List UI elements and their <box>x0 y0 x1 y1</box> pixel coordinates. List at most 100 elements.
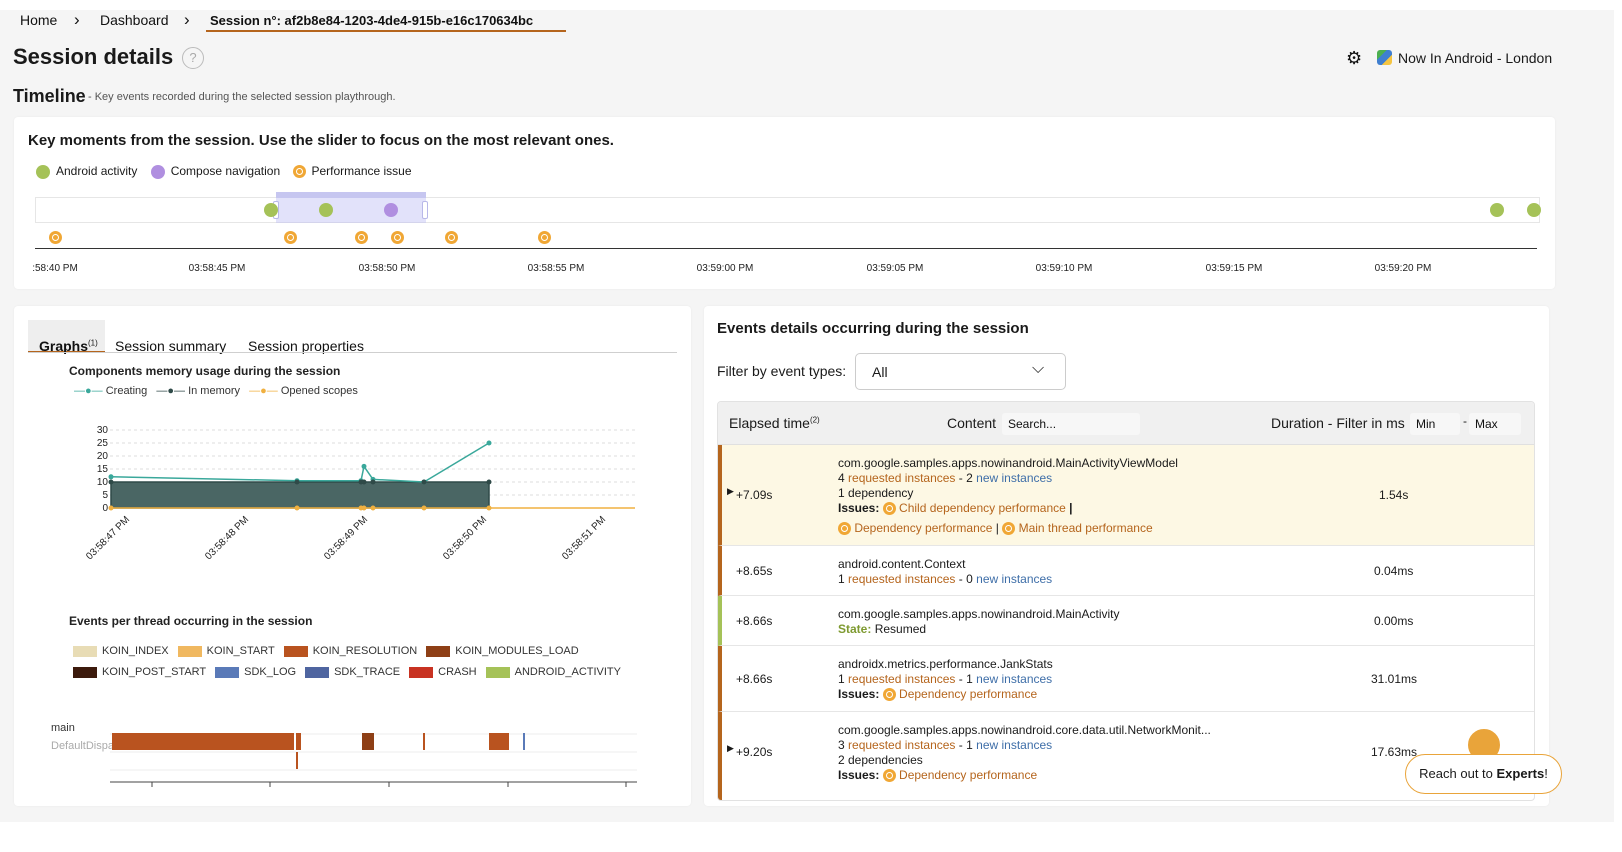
memory-chart: 30 25 20 15 10 5 003:58:47 PM 03:58:48 PM 03:58:… <box>84 425 635 562</box>
chevron-right-icon: › <box>74 10 80 29</box>
tab-session-properties[interactable]: Session properties <box>248 338 364 354</box>
new-instances-link[interactable]: new instances <box>976 471 1053 485</box>
creating-line <box>110 442 490 483</box>
performance-issue-icon[interactable] <box>538 231 552 245</box>
thread-legend-item: KOIN_START <box>177 642 275 661</box>
timeline-tick-label: 03:59:20 PM <box>1374 263 1432 274</box>
new-count: 0 <box>966 572 973 586</box>
timeline-slider-selection[interactable] <box>276 192 426 223</box>
row-content: com.google.samples.apps.nowinandroid.Mai… <box>838 607 1119 637</box>
new-count: 1 <box>966 672 973 686</box>
table-row[interactable] <box>718 596 1534 646</box>
help-icon[interactable]: ? <box>182 47 204 69</box>
col-elapsed[interactable]: Elapsed time(2) <box>729 415 820 431</box>
thread-label-main: main <box>51 722 75 734</box>
experts-strong: Experts <box>1496 766 1545 781</box>
issue-link[interactable]: Main thread performance <box>1018 521 1153 535</box>
performance-issue-icon[interactable] <box>284 231 298 245</box>
slider-handle-right[interactable] <box>422 201 428 219</box>
row-elapsed: +8.65s <box>736 564 773 578</box>
event-type-select[interactable]: All ⌵ <box>855 353 1066 390</box>
row-duration: 31.01ms <box>1371 672 1418 686</box>
events-table: Elapsed time(2) Content Search... Durati… <box>717 401 1535 801</box>
timeline-track[interactable] <box>35 197 1540 223</box>
legend-opened-scopes: Opened scopes <box>280 385 358 397</box>
state-value: Resumed <box>874 622 927 636</box>
app-name[interactable]: Now In Android - London <box>1398 50 1553 66</box>
thread-legend-label: SDK_TRACE <box>334 666 401 678</box>
gear-icon[interactable]: ⚙ <box>1346 48 1363 68</box>
breadcrumb-dashboard[interactable]: Dashboard <box>100 12 169 28</box>
timeline-event-compose[interactable] <box>384 203 398 217</box>
thread-legend-swatch <box>215 666 240 678</box>
thread-legend-item: ANDROID_ACTIVITY <box>485 663 621 682</box>
x-tick-label: 03:58:49 PM <box>322 514 370 562</box>
x-tick-label: 03:58:51 PM <box>560 514 608 562</box>
table-row[interactable] <box>718 546 1534 596</box>
thread-event-bar[interactable] <box>489 733 509 750</box>
issue-link[interactable]: Dependency performance <box>854 521 993 535</box>
row-state: State: Resumed <box>838 622 1119 637</box>
thread-legend-item: KOIN_INDEX <box>73 642 169 661</box>
thread-legend-item: KOIN_MODULES_LOAD <box>426 642 579 661</box>
row-duration: 0.04ms <box>1374 564 1414 578</box>
events-title: Events details occurring during the sess… <box>717 320 1029 337</box>
performance-issue-icon[interactable] <box>391 231 405 245</box>
chevron-right-icon: › <box>184 10 190 29</box>
table-row[interactable] <box>718 445 1534 546</box>
tab-session-summary[interactable]: Session summary <box>115 338 227 354</box>
breadcrumb-underline <box>206 30 566 32</box>
thread-event-bar[interactable] <box>362 733 374 750</box>
issue-link[interactable]: Child dependency performance <box>899 501 1066 515</box>
thread-event-bar[interactable] <box>112 733 294 750</box>
performance-issue-icon[interactable] <box>354 231 368 245</box>
duration-min-input[interactable]: Min <box>1410 413 1460 435</box>
thread-event-bar[interactable] <box>296 752 298 769</box>
breadcrumb-home[interactable]: Home <box>20 12 58 28</box>
thread-chart <box>110 733 637 787</box>
performance-issue-icon[interactable] <box>49 231 62 245</box>
row-duration: 0.00ms <box>1374 614 1414 628</box>
timeline-event-android[interactable] <box>319 203 333 217</box>
table-row[interactable] <box>718 712 1534 800</box>
requested-instances-link[interactable]: requested instances <box>848 672 956 686</box>
issue-link[interactable]: Dependency performance <box>899 768 1038 782</box>
experts-suffix: ! <box>1544 766 1548 781</box>
reach-out-experts-button[interactable]: Reach out to Experts! <box>1405 754 1562 794</box>
y-tick-label: 20 <box>97 451 109 462</box>
requested-instances-link[interactable]: requested instances <box>848 738 956 752</box>
timeline-event-android[interactable] <box>1490 203 1504 217</box>
in-memory-point <box>421 479 427 485</box>
in-memory-area <box>110 481 490 509</box>
performance-issue-icon[interactable] <box>444 231 458 245</box>
thread-legend-label: KOIN_START <box>206 645 275 657</box>
row-issues: Issues: Dependency performance <box>838 768 1211 783</box>
requested-instances-link[interactable]: requested instances <box>848 471 956 485</box>
filter-label: Filter by event types: <box>717 363 847 379</box>
row-issues: Issues: Child dependency performance | <box>838 501 1073 516</box>
opened-scopes-point <box>294 505 300 511</box>
requested-instances-link[interactable]: requested instances <box>848 572 956 586</box>
new-instances-link[interactable]: new instances <box>976 672 1053 686</box>
creating-point <box>486 440 492 446</box>
thread-event-bar[interactable] <box>423 733 425 750</box>
new-instances-link[interactable]: new instances <box>976 572 1053 586</box>
timeline-event-android[interactable] <box>1527 203 1541 217</box>
thread-event-bar[interactable] <box>296 733 301 750</box>
thread-legend-swatch <box>73 645 97 657</box>
content-search-input[interactable]: Search... <box>1002 413 1140 435</box>
row-event-name: com.google.samples.apps.nowinandroid.cor… <box>838 723 1211 737</box>
opened-scopes-point <box>421 505 427 511</box>
issues-label: Issues: <box>838 501 880 515</box>
expand-row-icon[interactable]: ▶ <box>727 743 734 753</box>
thread-event-bar[interactable] <box>523 733 525 750</box>
timeline-tick-label: 03:59:05 PM <box>866 263 924 274</box>
new-instances-link[interactable]: new instances <box>976 738 1053 752</box>
duration-max-input[interactable]: Max <box>1469 413 1521 435</box>
table-row[interactable] <box>718 646 1534 712</box>
timeline-card-title: Key moments from the session. Use the sl… <box>28 132 614 149</box>
issue-link[interactable]: Dependency performance <box>899 687 1038 701</box>
expand-row-icon[interactable]: ▶ <box>727 486 734 496</box>
legend-creating: Creating <box>105 385 148 397</box>
timeline-event-android[interactable] <box>264 203 278 217</box>
